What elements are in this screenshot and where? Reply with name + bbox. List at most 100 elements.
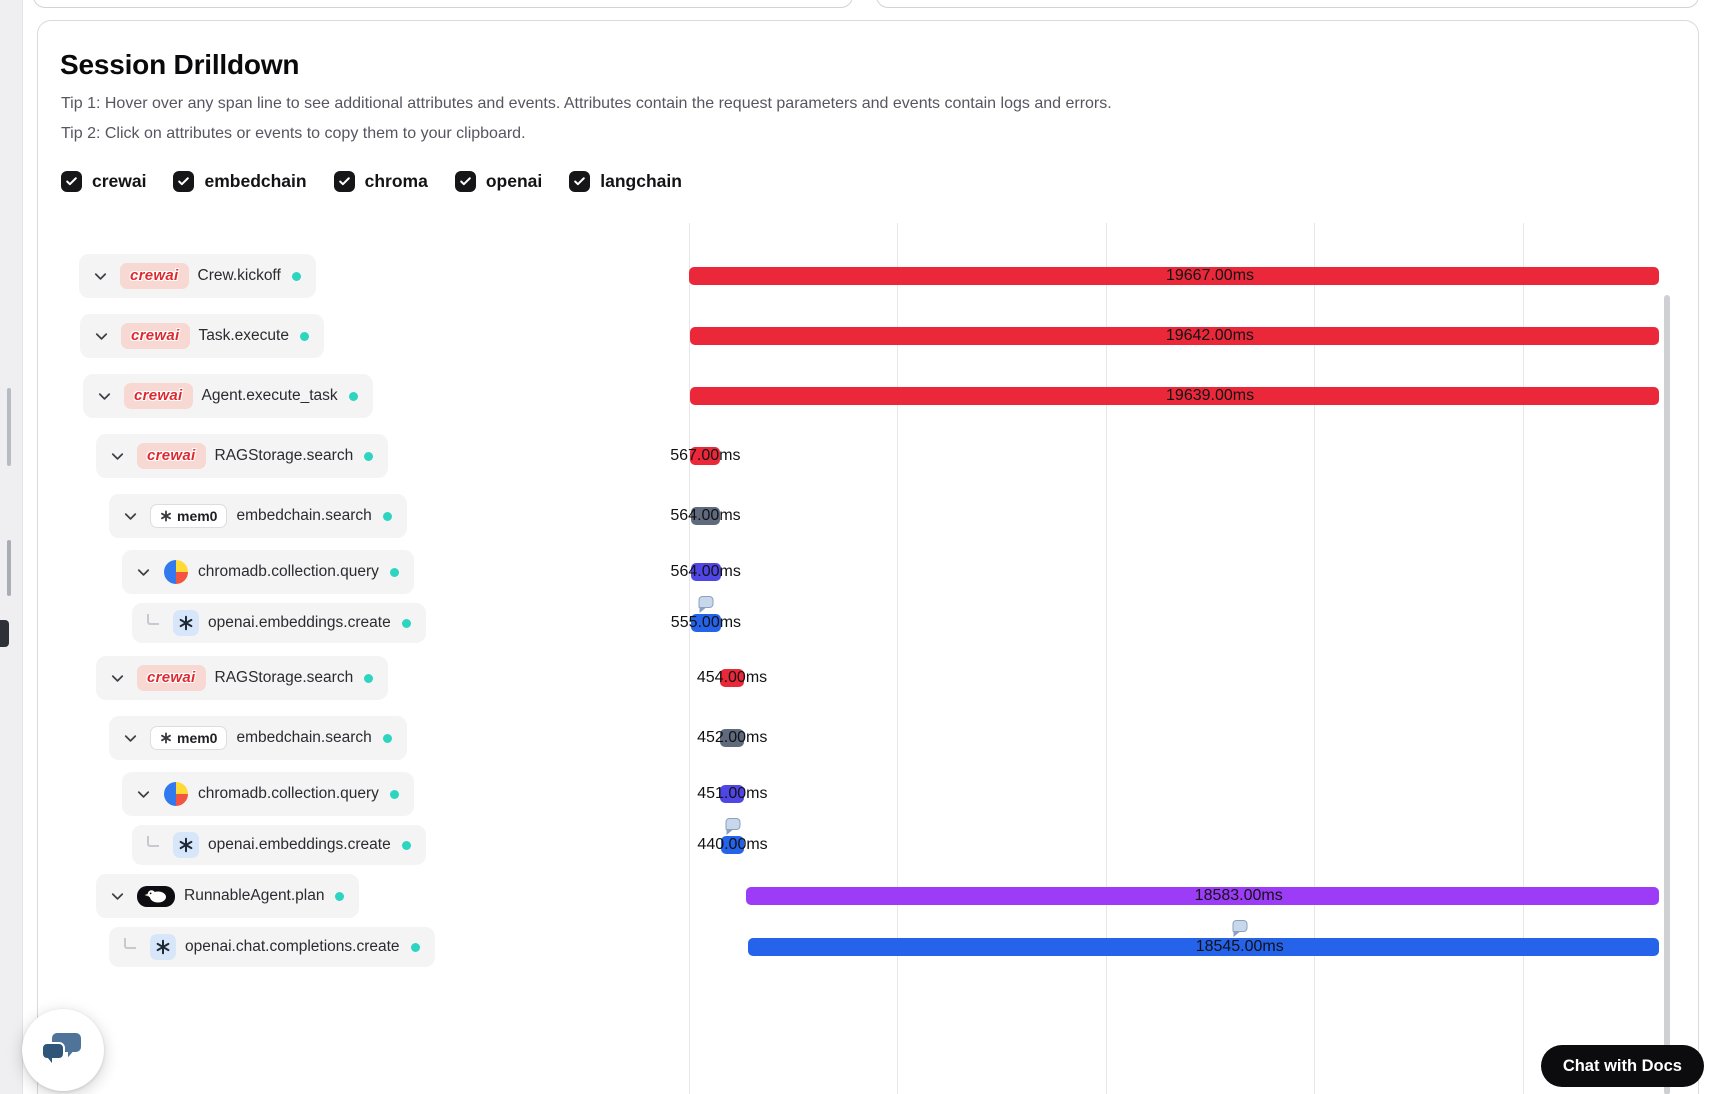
span-track: 18545.00ms [689, 920, 1659, 972]
span-duration: 555.00ms [670, 614, 742, 631]
filter-bar: crewai embedchain chroma openai langchain [61, 171, 682, 192]
span-duration: 564.00ms [670, 563, 741, 580]
event-bubble-icon[interactable] [1232, 920, 1248, 937]
filter-crewai[interactable]: crewai [61, 171, 146, 192]
tip-2: Tip 2: Click on attributes or events to … [61, 125, 526, 142]
span-track: 19642.00ms [689, 306, 1659, 366]
trace-row: chromadb.collection.query 564.00ms [38, 546, 1698, 598]
event-bubble-icon[interactable] [725, 818, 741, 835]
span-label[interactable]: crewai RAGStorage.search [96, 656, 389, 700]
grid-line [689, 223, 690, 1094]
crewai-logo-badge: crewai [137, 443, 206, 469]
chroma-logo-icon [163, 781, 189, 807]
expand-chevron-icon[interactable] [90, 325, 112, 347]
session-drilldown-card: Session Drilldown Tip 1: Hover over any … [37, 20, 1699, 1094]
checkbox-langchain[interactable] [569, 171, 591, 192]
chat-with-docs-button[interactable]: Chat with Docs [1540, 1045, 1704, 1087]
grid-line [1106, 223, 1107, 1094]
chroma-logo-icon [163, 559, 189, 585]
scrollbar-thumb[interactable] [1664, 295, 1670, 1094]
span-bar[interactable] [689, 327, 1659, 345]
filter-langchain[interactable]: langchain [569, 171, 682, 192]
status-dot [348, 391, 358, 401]
span-label[interactable]: crewai Agent.execute_task [83, 374, 373, 418]
filter-label: openai [485, 171, 543, 191]
span-track: 454.00ms [689, 648, 1659, 708]
checkbox-chroma[interactable] [333, 171, 355, 192]
expand-chevron-icon[interactable] [119, 505, 141, 527]
span-label[interactable]: openai.chat.completions.create [109, 927, 435, 967]
checkbox-crewai[interactable] [61, 171, 82, 192]
span-name: Task.execute [198, 327, 289, 344]
span-bar[interactable] [690, 447, 721, 465]
expand-chevron-icon[interactable] [106, 667, 128, 689]
span-label[interactable]: RunnableAgent.plan [96, 874, 360, 918]
status-dot [389, 567, 399, 577]
trace-row: mem0 embedchain.search 564.00ms [38, 486, 1698, 546]
checkbox-openai[interactable] [454, 171, 476, 192]
expand-chevron-icon[interactable] [132, 561, 154, 583]
span-label[interactable]: crewai Task.execute [80, 314, 324, 358]
span-name: Crew.kickoff [197, 267, 281, 284]
expand-chevron-icon[interactable] [93, 385, 115, 407]
span-bar[interactable] [746, 887, 1659, 905]
span-label[interactable]: chromadb.collection.query [122, 772, 414, 816]
mem0-icon [160, 510, 172, 522]
status-dot [299, 331, 309, 341]
filter-openai[interactable]: openai [454, 171, 543, 192]
expand-chevron-icon[interactable] [132, 783, 154, 805]
span-bar[interactable] [691, 614, 721, 632]
span-duration: 451.00ms [697, 785, 768, 802]
span-name: RunnableAgent.plan [184, 887, 325, 904]
span-bar[interactable] [689, 387, 1659, 405]
trace-row: RunnableAgent.plan 18583.00ms [38, 870, 1698, 922]
span-bar[interactable] [720, 729, 745, 747]
span-label[interactable]: mem0 embedchain.search [109, 716, 407, 760]
expand-chevron-icon[interactable] [89, 265, 111, 287]
tree-corner-icon [124, 938, 136, 949]
span-duration: 452.00ms [697, 729, 768, 746]
event-bubble-icon[interactable] [698, 596, 714, 613]
span-label[interactable]: mem0 embedchain.search [109, 494, 407, 538]
span-label[interactable]: openai.embeddings.create [132, 825, 426, 865]
status-dot [364, 451, 374, 461]
expand-chevron-icon[interactable] [106, 885, 128, 907]
span-bar[interactable] [689, 267, 1659, 285]
span-duration: 454.00ms [696, 669, 768, 686]
crewai-logo-badge: crewai [124, 383, 193, 409]
rail-mark [7, 540, 11, 596]
span-bar[interactable] [690, 563, 721, 581]
trace-row: openai.embeddings.create 440.00ms [38, 818, 1698, 870]
span-label[interactable]: chromadb.collection.query [122, 550, 414, 594]
openai-logo-icon [173, 832, 199, 858]
span-label[interactable]: crewai Crew.kickoff [79, 254, 316, 298]
span-bar[interactable] [719, 669, 745, 687]
trace-row: crewai Agent.execute_task 19639.00ms [38, 366, 1698, 426]
mem0-logo-badge: mem0 [150, 504, 228, 528]
span-name: Agent.execute_task [201, 387, 338, 404]
expand-chevron-icon[interactable] [119, 727, 141, 749]
span-duration: 18545.00ms [1195, 938, 1284, 955]
span-track: 564.00ms [670, 486, 1659, 546]
checkbox-embedchain[interactable] [173, 171, 195, 192]
langchain-logo-icon [137, 885, 175, 907]
status-dot [389, 789, 399, 799]
filter-chroma[interactable]: chroma [333, 171, 428, 192]
span-name: RAGStorage.search [214, 669, 354, 686]
trace-row: mem0 embedchain.search 452.00ms [38, 708, 1698, 768]
span-label[interactable]: openai.embeddings.create [132, 603, 426, 643]
tip-1: Tip 1: Hover over any span line to see a… [61, 95, 1112, 112]
span-bar[interactable] [720, 836, 745, 854]
span-bar[interactable] [748, 938, 1659, 956]
status-dot [382, 733, 392, 743]
span-bar[interactable] [690, 507, 721, 525]
span-track: 567.00ms [670, 426, 1659, 486]
span-bar[interactable] [720, 785, 745, 803]
collapsed-side-rail [0, 0, 23, 1094]
filter-embedchain[interactable]: embedchain [173, 171, 307, 192]
expand-chevron-icon[interactable] [106, 445, 128, 467]
trace-rows: crewai Crew.kickoff 19667.00ms crewai Task.e… [38, 246, 1698, 972]
chat-widget-button[interactable] [22, 1009, 104, 1091]
span-label[interactable]: crewai RAGStorage.search [96, 434, 389, 478]
span-track: 452.00ms [689, 708, 1659, 768]
